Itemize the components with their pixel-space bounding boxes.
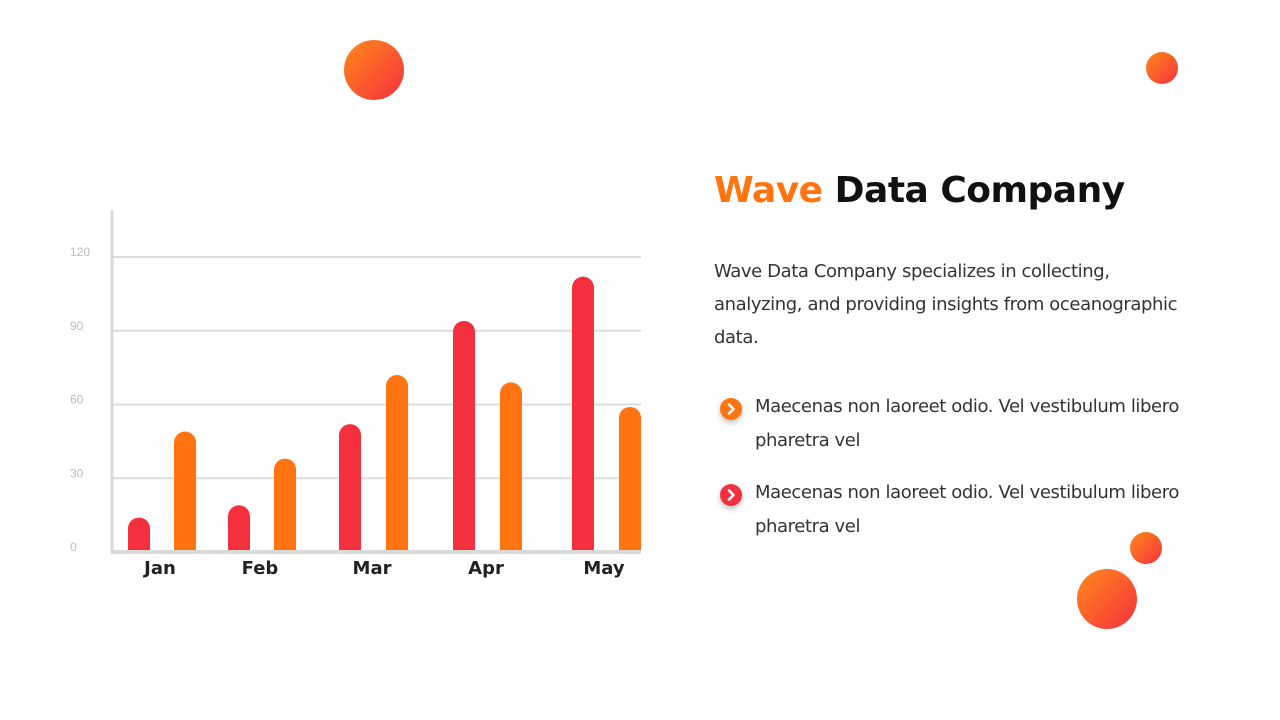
bar-jan-series-2 [174,431,196,550]
chart-bars [128,276,641,550]
bar-jan-series-1 [128,517,150,550]
bar-chart: 0 30 60 90 120 Jan Feb Mar Apr May [70,210,641,579]
y-tick-label-60: 60 [70,393,84,407]
x-axis-labels: Jan Feb Mar Apr May [142,558,625,579]
chevron-right-icon [720,398,742,420]
bar-mar-series-1 [339,424,361,550]
decorative-circle-bottom-small [1130,532,1162,564]
bullet-text-2: Maecenas non laoreet odio. Vel vestibulu… [755,482,1179,537]
bar-apr-series-1 [453,320,475,550]
chevron-right-icon [720,484,742,506]
decorative-circle-top-right [1146,52,1178,84]
decorative-circle-top-left [344,40,404,100]
x-label-mar: Mar [353,558,392,579]
page-title: Wave Data Company [714,170,1125,211]
chart-axes [110,210,641,554]
y-tick-label-0: 0 [70,540,77,554]
x-label-may: May [583,558,625,579]
y-axis-ticks: 0 30 60 90 120 [70,245,90,554]
title-rest: Data Company [834,170,1126,211]
bar-mar-series-2 [386,375,408,550]
bar-may-series-2 [619,406,641,550]
bar-feb-series-1 [228,505,250,550]
bar-feb-series-2 [274,458,296,550]
y-tick-label-90: 90 [70,319,84,333]
bar-apr-series-2 [500,382,522,550]
x-label-jan: Jan [142,558,176,579]
chart-grid [112,256,641,480]
title-accent: Wave [714,170,823,211]
x-label-apr: Apr [468,558,504,579]
y-tick-label-30: 30 [70,466,84,480]
bar-may-series-1 [572,276,594,550]
bullet-text-1: Maecenas non laoreet odio. Vel vestibulu… [755,396,1179,451]
y-tick-label-120: 120 [70,245,90,259]
decorative-circle-bottom-large [1077,569,1137,629]
description-text: Wave Data Company specializes in collect… [714,261,1178,348]
x-label-feb: Feb [242,558,279,579]
